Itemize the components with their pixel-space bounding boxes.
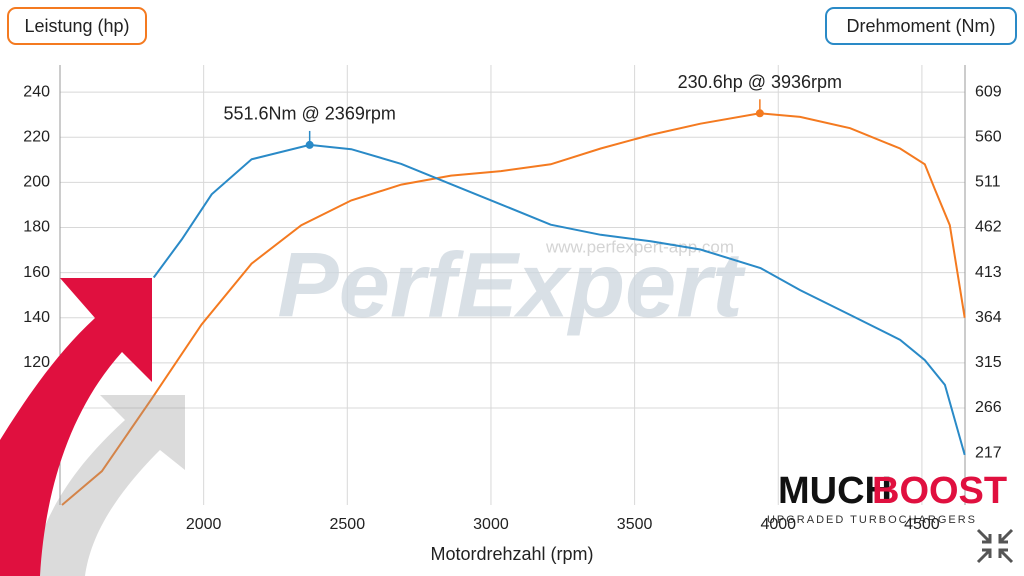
right-axis-box (825, 7, 1017, 45)
y2-tick-label: 266 (975, 399, 1002, 416)
series-line (61, 112, 966, 506)
left-axis-box (7, 7, 147, 45)
plot (61, 99, 966, 506)
y-tick-label: 140 (23, 309, 50, 326)
collapse-icon[interactable] (976, 528, 1014, 564)
x-tick-label: 3000 (473, 516, 509, 533)
x-tick-label: 2500 (330, 516, 366, 533)
y2-tick-label: 413 (975, 264, 1002, 281)
y2-tick-label: 609 (975, 83, 1002, 100)
watermark-url: www.perfexpert-app.com (545, 237, 734, 256)
y-tick-label: 120 (23, 354, 50, 371)
x-tick-label: 4500 (904, 516, 940, 533)
y-axis-title: Leistung (hp) (24, 16, 129, 36)
y-tick-label: 200 (23, 174, 50, 191)
y2-tick-label: 511 (975, 174, 1001, 191)
annotation-text: 551.6Nm @ 2369rpm (223, 104, 395, 124)
y-tick-label: 220 (23, 128, 50, 145)
annotation-text: 230.6hp @ 3936rpm (678, 72, 842, 92)
brand-name: MUCH (778, 470, 892, 512)
y-tick-label: 240 (23, 83, 50, 100)
y2-tick-label: 217 (975, 444, 1002, 461)
y2-axis-title: Drehmoment (Nm) (846, 16, 995, 36)
y2-tick-label: 315 (975, 354, 1002, 371)
series-line (152, 143, 966, 456)
peak-marker (305, 140, 314, 149)
watermark-logo: PerfExpert (277, 234, 746, 336)
peak-marker (755, 109, 764, 118)
y2-tick-label: 462 (975, 219, 1002, 236)
arrow-decoration (0, 278, 152, 576)
y2-tick-label: 364 (975, 309, 1002, 326)
x-tick-label: 3500 (617, 516, 653, 533)
x-tick-label: 4000 (760, 516, 796, 533)
brand-tagline: UPGRADED TURBOCHARGERS (767, 514, 977, 526)
arrow-shadow (30, 395, 185, 576)
x-axis-title: Motordrehzahl (rpm) (430, 544, 593, 564)
y-tick-label: 160 (23, 264, 50, 281)
y-tick-label: 180 (23, 219, 50, 236)
x-tick-label: 2000 (186, 516, 222, 533)
y2-tick-label: 560 (975, 128, 1002, 145)
brand-accent: BOOST (872, 470, 1007, 512)
